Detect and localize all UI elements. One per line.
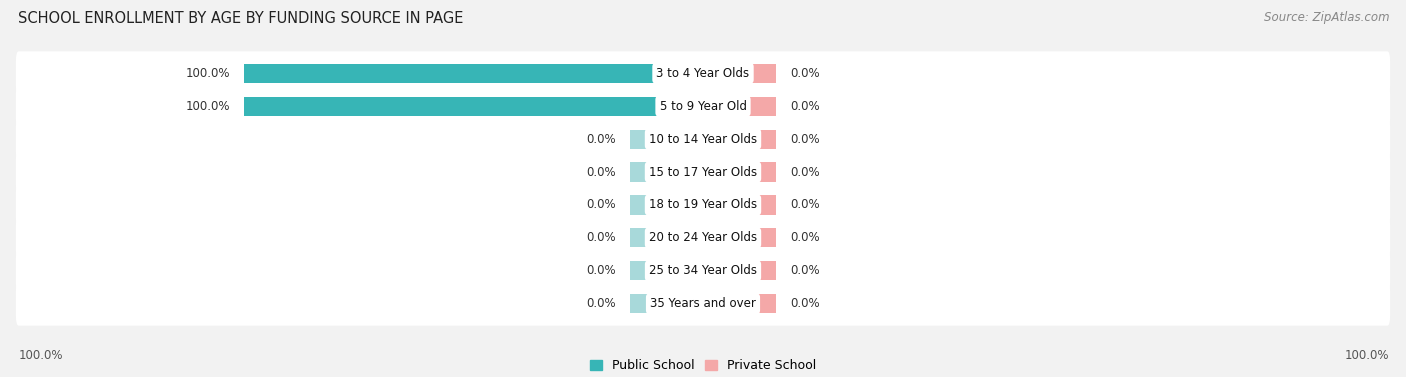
Text: 0.0%: 0.0% — [586, 264, 616, 277]
Text: 18 to 19 Year Olds: 18 to 19 Year Olds — [650, 198, 756, 211]
Bar — [243, 97, 703, 116]
Text: 5 to 9 Year Old: 5 to 9 Year Old — [659, 100, 747, 113]
Text: 0.0%: 0.0% — [586, 297, 616, 310]
Text: 0.0%: 0.0% — [586, 231, 616, 244]
Bar — [630, 228, 703, 247]
Bar — [703, 195, 776, 215]
Bar — [630, 294, 703, 313]
FancyBboxPatch shape — [15, 150, 1391, 194]
Bar — [703, 294, 776, 313]
FancyBboxPatch shape — [15, 51, 1391, 95]
Bar — [630, 130, 703, 149]
Text: 3 to 4 Year Olds: 3 to 4 Year Olds — [657, 67, 749, 80]
Text: 0.0%: 0.0% — [790, 67, 820, 80]
Text: 100.0%: 100.0% — [1344, 349, 1389, 362]
Bar — [703, 64, 776, 83]
Text: 25 to 34 Year Olds: 25 to 34 Year Olds — [650, 264, 756, 277]
FancyBboxPatch shape — [15, 216, 1391, 260]
Text: 0.0%: 0.0% — [790, 100, 820, 113]
FancyBboxPatch shape — [15, 117, 1391, 161]
Text: 15 to 17 Year Olds: 15 to 17 Year Olds — [650, 166, 756, 179]
Text: 100.0%: 100.0% — [186, 100, 231, 113]
Bar — [630, 162, 703, 182]
Text: 100.0%: 100.0% — [186, 67, 231, 80]
Text: 0.0%: 0.0% — [790, 166, 820, 179]
Text: SCHOOL ENROLLMENT BY AGE BY FUNDING SOURCE IN PAGE: SCHOOL ENROLLMENT BY AGE BY FUNDING SOUR… — [18, 11, 464, 26]
Bar — [703, 130, 776, 149]
Bar — [630, 195, 703, 215]
Text: 35 Years and over: 35 Years and over — [650, 297, 756, 310]
Text: 0.0%: 0.0% — [586, 166, 616, 179]
Text: 0.0%: 0.0% — [790, 133, 820, 146]
Text: 100.0%: 100.0% — [18, 349, 63, 362]
FancyBboxPatch shape — [15, 183, 1391, 227]
Text: 0.0%: 0.0% — [790, 264, 820, 277]
Text: 0.0%: 0.0% — [790, 297, 820, 310]
Bar — [243, 64, 703, 83]
Text: 0.0%: 0.0% — [790, 198, 820, 211]
Text: 20 to 24 Year Olds: 20 to 24 Year Olds — [650, 231, 756, 244]
Text: 0.0%: 0.0% — [790, 231, 820, 244]
FancyBboxPatch shape — [15, 282, 1391, 326]
FancyBboxPatch shape — [15, 84, 1391, 128]
Text: 0.0%: 0.0% — [586, 198, 616, 211]
Bar — [630, 261, 703, 280]
Bar — [703, 97, 776, 116]
Bar — [703, 261, 776, 280]
Bar — [703, 228, 776, 247]
FancyBboxPatch shape — [15, 249, 1391, 293]
Text: Source: ZipAtlas.com: Source: ZipAtlas.com — [1264, 11, 1389, 24]
Bar — [703, 162, 776, 182]
Text: 10 to 14 Year Olds: 10 to 14 Year Olds — [650, 133, 756, 146]
Legend: Public School, Private School: Public School, Private School — [585, 354, 821, 377]
Text: 0.0%: 0.0% — [586, 133, 616, 146]
